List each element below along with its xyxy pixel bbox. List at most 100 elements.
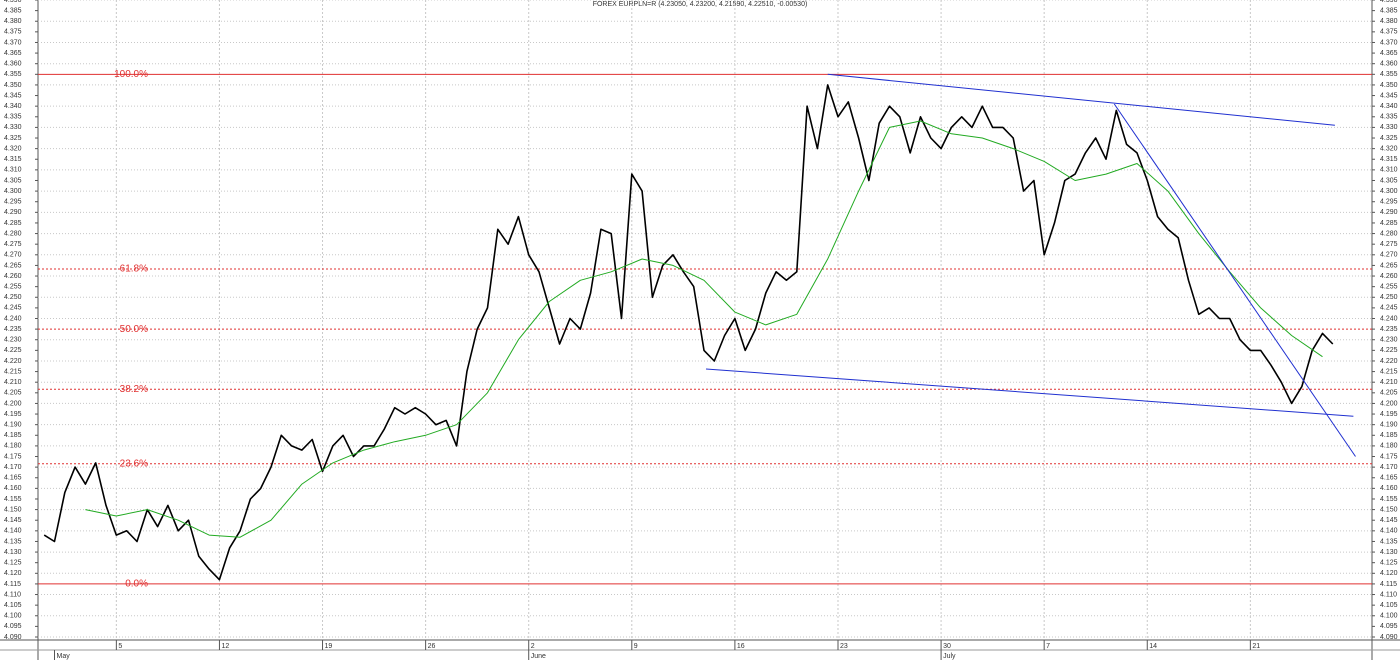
level-label: 100.0%	[114, 69, 148, 80]
y-tick-label: 4.305	[4, 177, 22, 184]
y-tick-label: 4.340	[1380, 103, 1398, 110]
y-tick-label: 4.220	[4, 358, 22, 365]
y-tick-label: 4.390	[4, 0, 22, 4]
y-tick-label: 4.235	[1380, 326, 1398, 333]
y-tick-label: 4.250	[1380, 294, 1398, 301]
y-tick-label: 4.190	[1380, 422, 1398, 429]
y-tick-label: 4.245	[4, 305, 22, 312]
y-tick-label: 4.130	[1380, 549, 1398, 556]
x-tick-label: 5	[118, 643, 122, 650]
x-tick-label: 30	[943, 643, 951, 650]
y-tick-label: 4.280	[4, 230, 22, 237]
y-tick-label: 4.385	[1380, 7, 1398, 14]
y-tick-label: 4.345	[4, 92, 22, 99]
level-label: 61.8%	[120, 264, 148, 275]
y-tick-label: 4.250	[4, 294, 22, 301]
y-tick-label: 4.175	[1380, 453, 1398, 460]
month-tick-label: May	[56, 653, 70, 660]
y-tick-label: 4.090	[4, 634, 22, 641]
y-tick-label: 4.225	[1380, 347, 1398, 354]
y-tick-label: 4.210	[1380, 379, 1398, 386]
y-tick-label: 4.205	[4, 390, 22, 397]
y-tick-label: 4.145	[1380, 517, 1398, 524]
y-tick-label: 4.185	[4, 432, 22, 439]
y-tick-label: 4.295	[1380, 199, 1398, 206]
y-tick-label: 4.195	[4, 411, 22, 418]
y-tick-label: 4.130	[4, 549, 22, 556]
y-tick-label: 4.285	[1380, 220, 1398, 227]
y-tick-label: 4.210	[4, 379, 22, 386]
price-line	[85, 120, 1323, 538]
y-tick-label: 4.265	[1380, 262, 1398, 269]
y-tick-label: 4.090	[1380, 634, 1398, 641]
x-tick-label: 19	[325, 643, 333, 650]
y-tick-label: 4.100	[4, 613, 22, 620]
y-tick-label: 4.115	[1380, 581, 1397, 588]
y-tick-label: 4.180	[4, 443, 22, 450]
y-tick-label: 4.125	[4, 560, 22, 567]
y-tick-label: 4.240	[4, 315, 22, 322]
y-tick-label: 4.285	[4, 220, 22, 227]
y-tick-label: 4.310	[1380, 167, 1398, 174]
y-tick-label: 4.335	[1380, 114, 1398, 121]
y-tick-label: 4.260	[1380, 273, 1398, 280]
y-tick-label: 4.370	[4, 39, 22, 46]
y-tick-label: 4.375	[4, 29, 22, 36]
y-tick-label: 4.335	[4, 114, 22, 121]
x-tick-label: 9	[634, 643, 638, 650]
y-tick-label: 4.110	[4, 591, 21, 598]
y-tick-label: 4.360	[4, 61, 22, 68]
y-tick-label: 4.290	[1380, 209, 1398, 216]
y-tick-label: 4.170	[1380, 464, 1398, 471]
y-tick-label: 4.265	[4, 262, 22, 269]
y-tick-label: 4.145	[4, 517, 22, 524]
price-line	[827, 73, 1335, 126]
x-tick-label: 21	[1252, 643, 1260, 650]
y-tick-label: 4.260	[4, 273, 22, 280]
y-tick-label: 4.255	[1380, 283, 1398, 290]
x-tick-label: 26	[428, 643, 436, 650]
y-tick-label: 4.275	[1380, 241, 1398, 248]
y-tick-label: 4.360	[1380, 61, 1398, 68]
y-tick-label: 4.190	[4, 422, 22, 429]
y-tick-label: 4.290	[4, 209, 22, 216]
y-tick-label: 4.160	[1380, 485, 1398, 492]
y-tick-label: 4.275	[4, 241, 22, 248]
y-tick-label: 4.315	[1380, 156, 1398, 163]
y-tick-label: 4.315	[4, 156, 22, 163]
y-tick-label: 4.220	[1380, 358, 1398, 365]
y-tick-label: 4.245	[1380, 305, 1398, 312]
y-tick-label: 4.255	[4, 283, 22, 290]
y-tick-label: 4.140	[1380, 528, 1398, 535]
y-tick-label: 4.105	[4, 602, 22, 609]
month-tick-label: July	[943, 653, 956, 660]
y-tick-label: 4.155	[1380, 496, 1398, 503]
y-tick-label: 4.380	[1380, 18, 1398, 25]
y-tick-label: 4.155	[4, 496, 22, 503]
y-tick-label: 4.365	[4, 50, 22, 57]
y-tick-label: 4.205	[1380, 390, 1398, 397]
y-tick-label: 4.170	[4, 464, 22, 471]
y-tick-label: 4.140	[4, 528, 22, 535]
x-tick-label: 16	[737, 643, 745, 650]
y-tick-label: 4.095	[4, 623, 22, 630]
y-tick-label: 4.200	[4, 400, 22, 407]
y-tick-label: 4.165	[1380, 475, 1398, 482]
level-label: 23.6%	[120, 458, 148, 469]
y-tick-label: 4.175	[4, 453, 22, 460]
y-tick-label: 4.230	[1380, 337, 1398, 344]
y-tick-label: 4.385	[4, 7, 22, 14]
x-tick-label: 7	[1046, 643, 1050, 650]
y-tick-label: 4.100	[1380, 613, 1398, 620]
y-tick-label: 4.125	[1380, 560, 1398, 567]
y-tick-label: 4.305	[1380, 177, 1398, 184]
price-line	[43, 84, 1334, 581]
y-tick-label: 4.200	[1380, 400, 1398, 407]
y-tick-label: 4.295	[4, 199, 22, 206]
y-tick-label: 4.270	[4, 252, 22, 259]
y-tick-label: 4.310	[4, 167, 22, 174]
y-tick-label: 4.115	[4, 581, 21, 588]
y-tick-label: 4.215	[4, 368, 22, 375]
y-tick-label: 4.230	[4, 337, 22, 344]
